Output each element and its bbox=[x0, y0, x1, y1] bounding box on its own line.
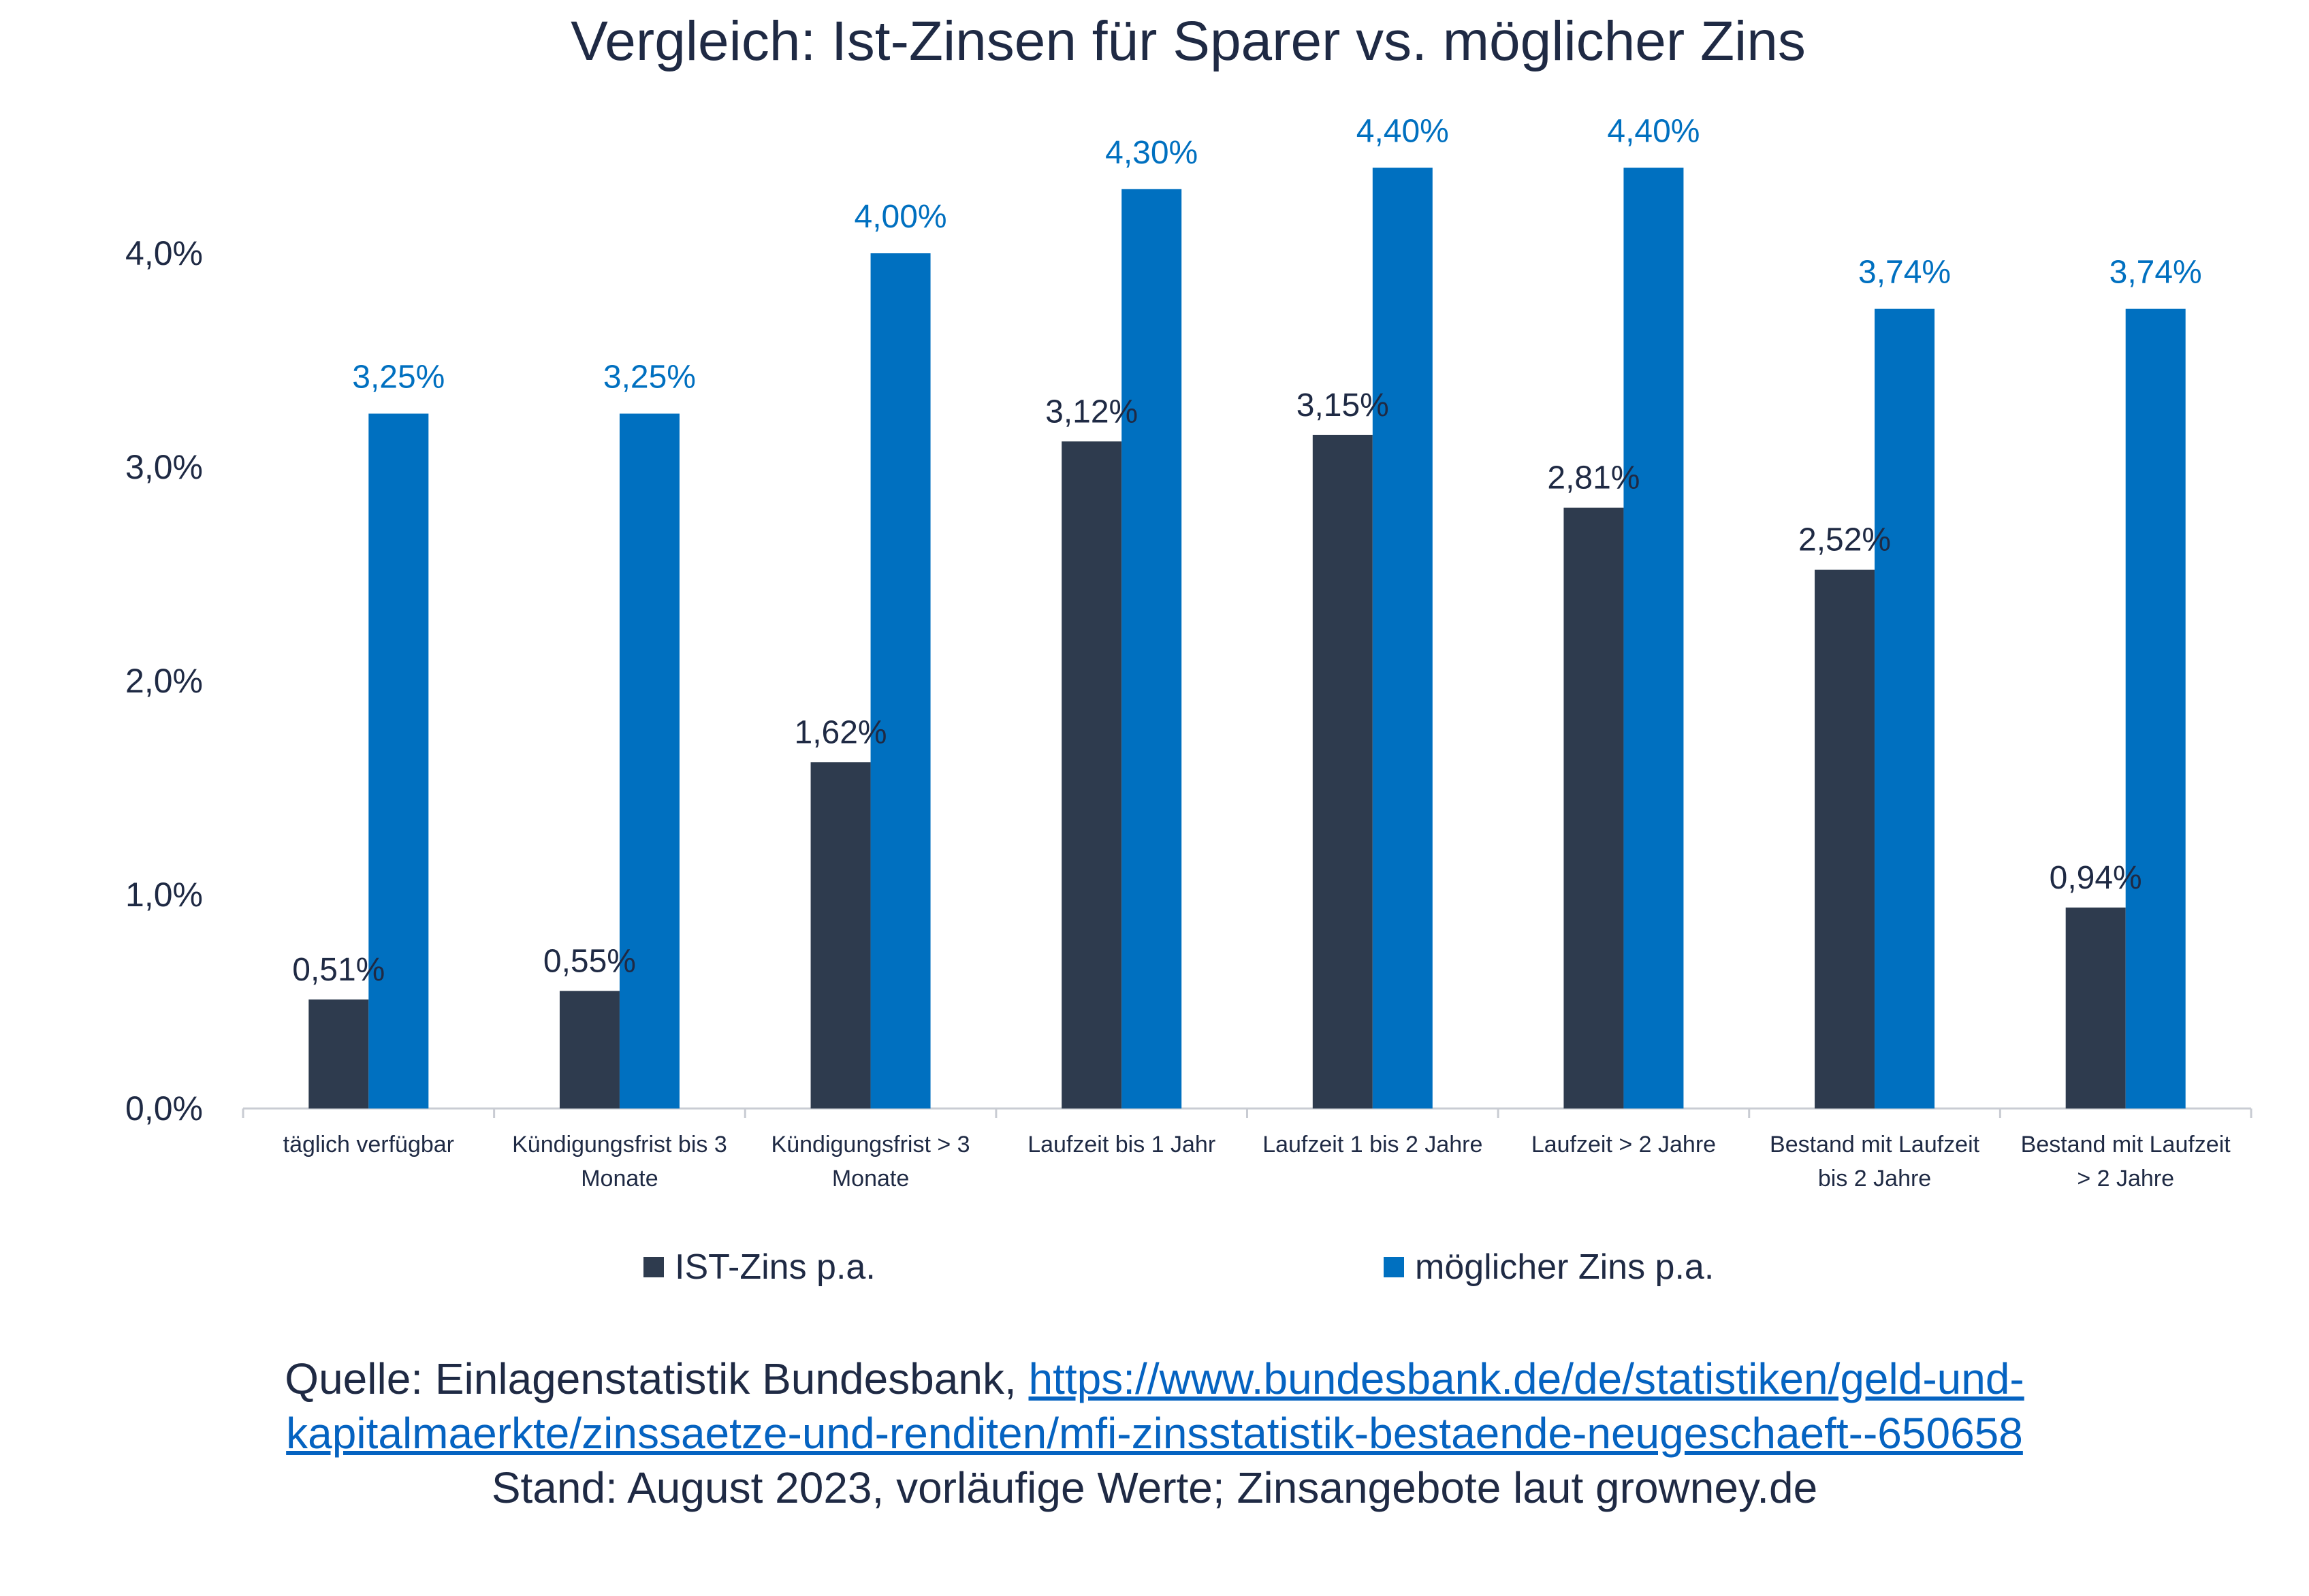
data-label-ist-zins: 2,81% bbox=[1547, 460, 1640, 496]
legend-label: möglicher Zins p.a. bbox=[1415, 1247, 1714, 1287]
x-tick-label: täglich verfügbar bbox=[283, 1132, 454, 1158]
bar-moeglicher-zins bbox=[1875, 308, 1935, 1108]
y-tick-label: 2,0% bbox=[125, 662, 203, 700]
source-link-part-2[interactable]: kapitalmaerkte/zinssaetze-und-renditen/m… bbox=[286, 1409, 2023, 1458]
bars bbox=[308, 167, 2186, 1108]
source-note: Quelle: Einlagenstatistik Bundesbank, ht… bbox=[0, 1352, 2309, 1515]
bar-ist-zins bbox=[2065, 907, 2126, 1108]
legend-swatch bbox=[1384, 1257, 1404, 1277]
data-label-ist-zins: 3,15% bbox=[1296, 387, 1389, 424]
y-tick-label: 3,0% bbox=[125, 448, 203, 486]
x-tick-label: Bestand mit Laufzeit bbox=[2021, 1132, 2231, 1158]
data-label-moeglicher-zins: 3,74% bbox=[2109, 255, 2202, 291]
source-line-1: Quelle: Einlagenstatistik Bundesbank, ht… bbox=[0, 1352, 2309, 1406]
data-label-moeglicher-zins: 4,40% bbox=[1607, 113, 1700, 149]
data-label-ist-zins: 0,94% bbox=[2050, 860, 2142, 896]
y-tick-label: 4,0% bbox=[125, 234, 203, 272]
data-label-ist-zins: 2,52% bbox=[1798, 522, 1891, 558]
bar-moeglicher-zins bbox=[2125, 308, 2186, 1108]
bar-moeglicher-zins bbox=[870, 253, 931, 1108]
data-label-moeglicher-zins: 4,00% bbox=[855, 199, 947, 235]
bar-ist-zins bbox=[1563, 507, 1624, 1108]
bar-ist-zins bbox=[559, 991, 620, 1108]
bar-ist-zins bbox=[810, 762, 871, 1108]
bar-ist-zins bbox=[308, 999, 369, 1108]
bar-ist-zins bbox=[1062, 441, 1122, 1108]
data-label-ist-zins: 3,12% bbox=[1045, 394, 1138, 430]
bar-moeglicher-zins bbox=[1372, 167, 1433, 1108]
x-tick-label: > 2 Jahre bbox=[2077, 1166, 2174, 1192]
data-label-ist-zins: 1,62% bbox=[795, 714, 887, 750]
x-tick-labels: täglich verfügbar Kündigungsfrist bis 3 Mo… bbox=[283, 1132, 2231, 1192]
bar-moeglicher-zins bbox=[1623, 167, 1684, 1108]
data-label-moeglicher-zins: 3,25% bbox=[603, 360, 696, 396]
bar-moeglicher-zins bbox=[1121, 189, 1182, 1108]
source-line-2: kapitalmaerkte/zinssaetze-und-renditen/m… bbox=[0, 1406, 2309, 1461]
x-tick-label: Monate bbox=[832, 1166, 909, 1192]
bar-ist-zins bbox=[1815, 569, 1875, 1108]
y-tick-label: 1,0% bbox=[125, 876, 203, 914]
data-label-moeglicher-zins: 3,74% bbox=[1858, 255, 1951, 291]
x-tick-label: Monate bbox=[581, 1166, 658, 1192]
data-label-ist-zins: 0,51% bbox=[292, 952, 385, 988]
source-link-part-1[interactable]: https://www.bundesbank.de/de/statistiken… bbox=[1028, 1354, 2024, 1403]
data-labels: 0,51% 3,25% 0,55% 3,25% 1,62% 4,00% 3,12% 4,30%… bbox=[292, 113, 2201, 987]
data-label-moeglicher-zins: 3,25% bbox=[352, 360, 445, 396]
x-tick-label: Laufzeit 1 bis 2 Jahre bbox=[1262, 1132, 1482, 1158]
chart-title: Vergleich: Ist-Zinsen für Sparer vs. mög… bbox=[571, 10, 1806, 72]
source-prefix: Quelle: Einlagenstatistik Bundesbank, bbox=[285, 1354, 1029, 1403]
legend-swatch bbox=[643, 1257, 664, 1277]
bar-moeglicher-zins bbox=[619, 413, 680, 1108]
data-label-moeglicher-zins: 4,30% bbox=[1105, 135, 1198, 171]
x-tick-label: Laufzeit > 2 Jahre bbox=[1531, 1132, 1716, 1158]
chart: Vergleich: Ist-Zinsen für Sparer vs. mög… bbox=[125, 10, 2252, 1287]
y-tick-label: 0,0% bbox=[125, 1089, 203, 1128]
x-tick-label: bis 2 Jahre bbox=[1818, 1166, 1931, 1192]
x-tick-label: Laufzeit bis 1 Jahr bbox=[1028, 1132, 1215, 1158]
data-label-moeglicher-zins: 4,40% bbox=[1356, 113, 1449, 149]
legend: IST-Zins p.a. möglicher Zins p.a. bbox=[643, 1247, 1714, 1287]
legend-label: IST-Zins p.a. bbox=[675, 1247, 876, 1287]
x-tick-label: Bestand mit Laufzeit bbox=[1770, 1132, 1980, 1158]
x-tick-label: Kündigungsfrist bis 3 bbox=[512, 1132, 727, 1158]
bar-ist-zins bbox=[1312, 434, 1373, 1108]
x-tick-label: Kündigungsfrist > 3 bbox=[771, 1132, 970, 1158]
source-stand: Stand: August 2023, vorläufige Werte; Zi… bbox=[491, 1463, 1818, 1512]
data-label-ist-zins: 0,55% bbox=[543, 943, 636, 979]
axes: 0,0% 1,0% 2,0% 3,0% 4,0% bbox=[125, 234, 2252, 1128]
bar-moeglicher-zins bbox=[368, 413, 429, 1108]
